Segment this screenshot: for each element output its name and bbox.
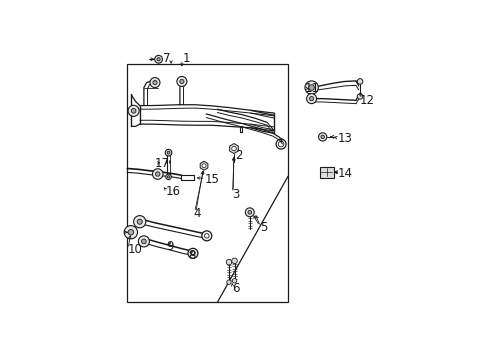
Circle shape (204, 234, 208, 238)
Circle shape (226, 280, 231, 284)
Circle shape (167, 151, 170, 154)
Circle shape (305, 81, 318, 94)
Circle shape (131, 108, 136, 113)
Text: 1: 1 (183, 52, 190, 65)
Circle shape (231, 258, 237, 264)
Text: 9: 9 (166, 240, 173, 253)
Bar (319, 167, 333, 177)
Circle shape (153, 81, 157, 85)
Text: 5: 5 (260, 221, 267, 234)
Text: 12: 12 (359, 94, 374, 107)
Circle shape (306, 94, 316, 104)
Circle shape (128, 229, 133, 235)
Circle shape (202, 164, 205, 168)
Circle shape (309, 96, 313, 101)
Text: 15: 15 (204, 172, 219, 185)
Circle shape (152, 169, 163, 179)
Circle shape (177, 76, 186, 86)
Circle shape (226, 260, 231, 265)
Text: 11: 11 (304, 82, 319, 95)
Circle shape (138, 236, 149, 247)
Text: 8: 8 (188, 249, 195, 262)
Polygon shape (229, 144, 238, 153)
Text: 10: 10 (127, 243, 142, 256)
Circle shape (231, 146, 236, 151)
Text: 14: 14 (337, 167, 352, 180)
Circle shape (155, 172, 160, 176)
Circle shape (180, 79, 183, 84)
Circle shape (141, 239, 146, 244)
Circle shape (247, 211, 251, 214)
Circle shape (318, 133, 326, 141)
Text: 4: 4 (193, 207, 201, 220)
Circle shape (190, 251, 195, 256)
Text: 2: 2 (235, 149, 243, 162)
Circle shape (202, 231, 211, 241)
Circle shape (165, 149, 172, 156)
Text: 17: 17 (155, 157, 170, 170)
Circle shape (165, 174, 171, 180)
Circle shape (133, 216, 145, 228)
Circle shape (154, 55, 162, 63)
Text: 3: 3 (232, 188, 240, 201)
Circle shape (308, 85, 314, 90)
Circle shape (232, 279, 236, 283)
Circle shape (357, 94, 362, 99)
Text: 13: 13 (337, 132, 352, 145)
Circle shape (167, 176, 169, 178)
Circle shape (137, 219, 142, 224)
Circle shape (320, 135, 324, 139)
Circle shape (157, 58, 160, 61)
Circle shape (187, 248, 198, 258)
Bar (127, 64, 287, 302)
Circle shape (124, 226, 137, 239)
Text: 16: 16 (166, 185, 181, 198)
Text: 7: 7 (163, 52, 170, 65)
Circle shape (150, 77, 160, 87)
Circle shape (128, 105, 139, 116)
Circle shape (245, 208, 254, 217)
Text: 6: 6 (232, 282, 240, 295)
Polygon shape (200, 161, 207, 170)
Circle shape (357, 79, 362, 84)
